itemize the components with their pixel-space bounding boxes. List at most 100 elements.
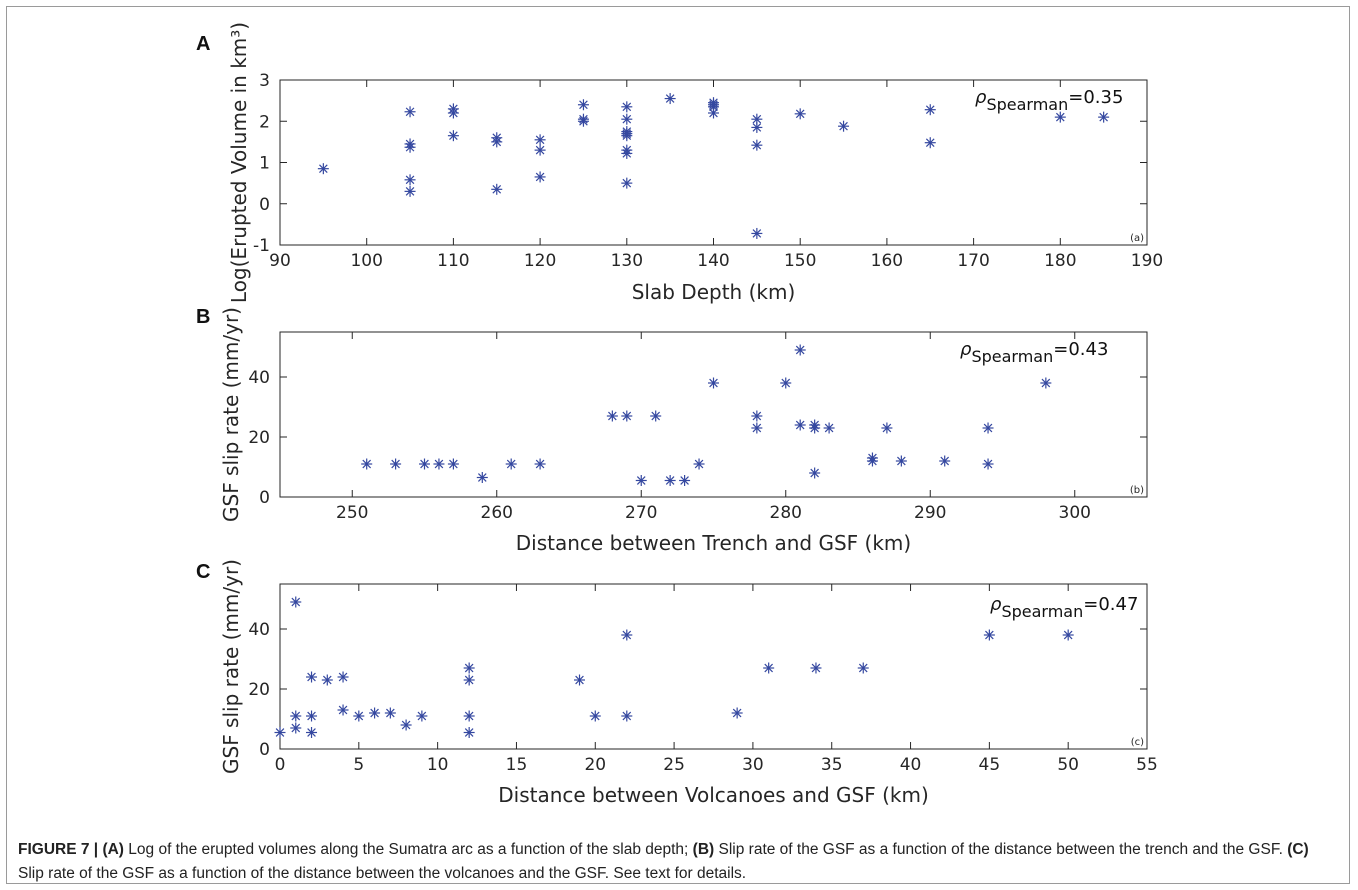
caption-text-a: Log of the erupted volumes along the Sum…	[123, 841, 693, 858]
data-point	[404, 106, 416, 118]
data-point	[1098, 111, 1110, 123]
data-point	[635, 475, 647, 486]
data-point	[306, 727, 318, 738]
y-tick-label: 40	[248, 368, 270, 388]
data-point	[274, 727, 286, 738]
x-tick-label: 0	[275, 755, 286, 775]
rho-symbol: ρ	[960, 339, 972, 360]
x-tick-label: 35	[821, 755, 843, 775]
y-tick-label: 2	[259, 112, 270, 132]
panel-letter: C	[196, 561, 210, 583]
x-tick-label: 260	[481, 503, 513, 523]
data-point	[390, 458, 402, 470]
y-axis-label: Log(Erupted Volume in km³)	[227, 22, 251, 303]
data-point	[621, 101, 633, 113]
data-point	[1054, 111, 1066, 123]
x-tick-label: 160	[871, 251, 903, 271]
data-point	[857, 662, 869, 674]
y-tick-label: 0	[259, 740, 270, 760]
data-point	[317, 163, 329, 175]
data-point	[794, 419, 806, 431]
data-point	[463, 710, 475, 722]
y-axis-label: GSF slip rate (mm/yr)	[219, 307, 243, 522]
rho-value: =0.35	[1068, 87, 1123, 108]
data-point	[982, 458, 994, 470]
data-point	[1040, 377, 1052, 389]
data-point	[606, 410, 618, 422]
data-point	[693, 458, 705, 470]
data-point	[290, 722, 302, 734]
x-tick-label: 270	[625, 503, 657, 523]
data-point	[419, 458, 430, 470]
data-point	[621, 710, 633, 722]
x-tick-label: 45	[979, 755, 1001, 775]
caption-tag-a: (A)	[102, 841, 124, 858]
rho-subscript: Spearman	[1001, 602, 1083, 621]
data-point	[664, 475, 676, 486]
data-point	[447, 130, 459, 142]
data-point	[574, 674, 586, 686]
x-tick-label: 50	[1057, 755, 1079, 775]
data-point	[534, 144, 546, 156]
x-tick-label: 55	[1136, 755, 1158, 775]
data-point	[384, 707, 396, 719]
figure-plots: 90 100 110 120 130 140 150 160 170 180 190-10123Sl…	[196, 22, 1163, 807]
data-point	[794, 108, 806, 120]
spearman-annotation: ρSpearman=0.47	[990, 594, 1138, 621]
y-tick-label: 1	[259, 154, 270, 174]
x-tick-label: 250	[336, 503, 368, 523]
x-axis-label: Distance between Volcanoes and GSF (km)	[498, 783, 929, 807]
caption-text-c: Slip rate of the GSF as a function of th…	[18, 865, 747, 882]
x-tick-label: 90	[269, 251, 291, 271]
data-point	[751, 422, 763, 434]
y-tick-label: 20	[248, 428, 270, 448]
rho-value: =0.47	[1083, 594, 1138, 615]
data-point	[895, 455, 907, 467]
figure-caption: FIGURE 7 | (A) Log of the erupted volume…	[18, 838, 1338, 886]
data-point	[650, 410, 662, 422]
data-point	[939, 455, 951, 467]
data-point	[306, 710, 318, 722]
panel-corner-label: (c)	[1131, 737, 1144, 748]
data-point	[400, 719, 412, 731]
data-point	[924, 137, 936, 149]
data-point	[810, 662, 822, 674]
data-point	[534, 134, 546, 146]
data-point	[751, 121, 763, 133]
data-point	[404, 174, 416, 186]
x-tick-label: 30	[742, 755, 764, 775]
data-point	[621, 130, 633, 142]
data-point	[881, 422, 893, 434]
x-tick-label: 280	[770, 503, 802, 523]
spearman-annotation: ρSpearman=0.35	[975, 87, 1123, 114]
data-point	[463, 727, 475, 738]
caption-tag-b: (B)	[692, 841, 715, 858]
plot-area-frame	[279, 331, 1148, 498]
data-point	[708, 101, 719, 113]
data-point	[751, 227, 763, 239]
x-tick-label: 170	[957, 251, 989, 271]
x-tick-label: 190	[1131, 251, 1163, 271]
data-point	[621, 177, 633, 189]
x-tick-label: 120	[524, 251, 556, 271]
x-tick-label: 290	[914, 503, 946, 523]
x-tick-label: 5	[353, 755, 364, 775]
data-point	[751, 113, 763, 125]
data-point	[361, 458, 373, 470]
data-point	[337, 704, 349, 716]
data-point	[866, 455, 878, 467]
data-point	[621, 629, 633, 641]
data-point	[447, 107, 459, 119]
x-tick-label: 15	[506, 755, 528, 775]
x-tick-label: 150	[784, 251, 816, 271]
data-point	[838, 120, 850, 132]
data-point	[577, 115, 589, 127]
data-point	[491, 136, 503, 148]
plot-area-frame	[279, 583, 1148, 750]
data-point	[433, 458, 445, 470]
data-point	[369, 707, 381, 719]
panel-c: 0 5 10 15 20 25 30 35 40 45 50 55 0 20 40 Distance betw…	[196, 559, 1158, 807]
data-point	[708, 377, 719, 389]
y-tick-label: 3	[259, 71, 270, 91]
rho-subscript: Spearman	[971, 347, 1053, 366]
